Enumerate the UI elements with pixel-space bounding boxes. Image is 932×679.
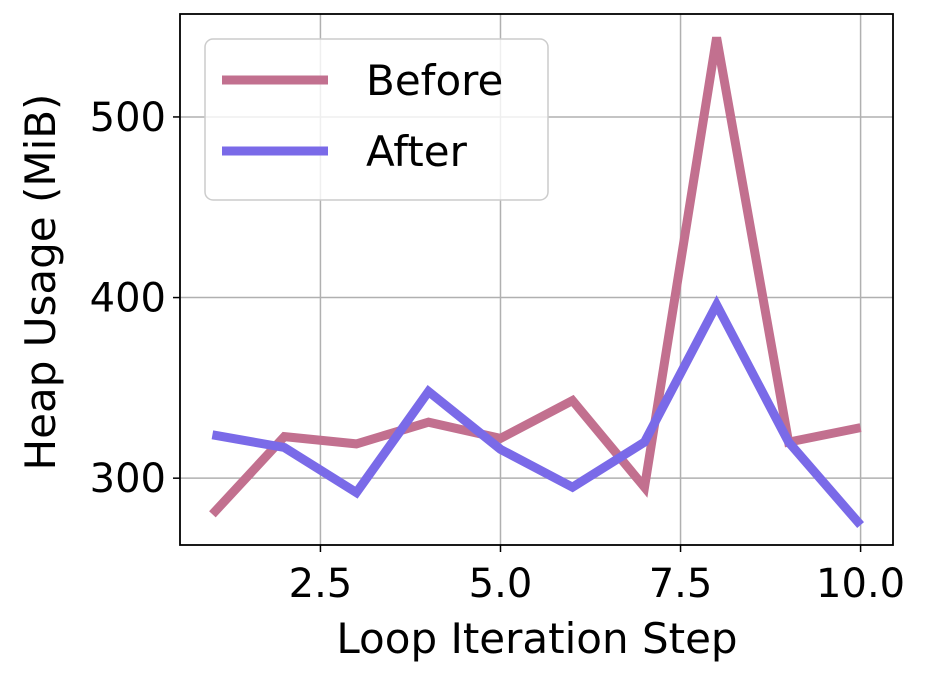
x-tick-label: 5.0 bbox=[469, 561, 533, 607]
plot-frame bbox=[179, 13, 894, 546]
x-axis-ticks: 2.5 5.0 7.5 10.0 bbox=[289, 545, 905, 607]
y-axis-label: Heap Usage (MiB) bbox=[16, 94, 65, 471]
x-tick-label: 2.5 bbox=[289, 561, 353, 607]
x-axis-label: Loop Iteration Step bbox=[336, 614, 737, 663]
legend: Before After bbox=[204, 38, 549, 201]
y-axis-ticks: 300 400 500 bbox=[90, 95, 180, 502]
y-tick-label: 400 bbox=[90, 276, 166, 322]
x-tick-label: 7.5 bbox=[649, 561, 713, 607]
y-tick-label: 300 bbox=[90, 456, 166, 502]
legend-label-after: After bbox=[366, 127, 468, 176]
series-lines bbox=[209, 36, 864, 529]
series-line-after bbox=[211, 295, 864, 529]
x-tick-label: 10.0 bbox=[816, 561, 905, 607]
legend-label-before: Before bbox=[366, 56, 503, 105]
y-tick-label: 500 bbox=[90, 95, 166, 141]
series-line-before bbox=[209, 36, 862, 518]
